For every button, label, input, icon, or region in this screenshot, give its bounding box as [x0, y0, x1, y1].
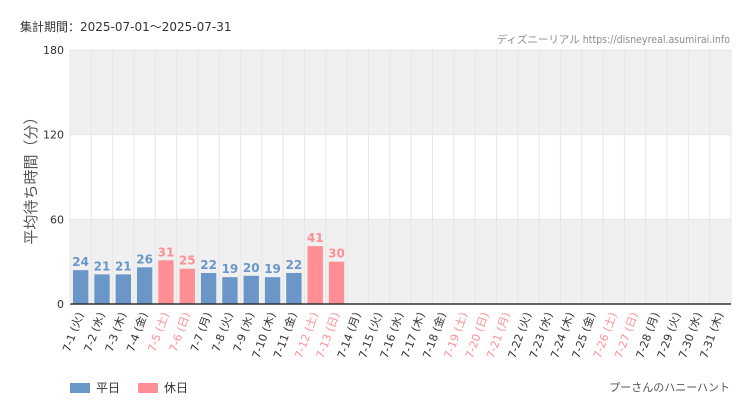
bar [179, 268, 195, 304]
bar [307, 246, 323, 304]
bar-value-label: 19 [264, 262, 281, 276]
y-tick-label: 180 [43, 44, 64, 57]
legend-swatch-holiday [138, 382, 159, 393]
band-0 [70, 50, 731, 135]
bar-value-label: 25 [179, 254, 196, 268]
bar [222, 277, 238, 304]
legend: 平日 休日 [70, 379, 188, 396]
legend-label-holiday: 休日 [164, 381, 189, 395]
bar-value-label: 19 [222, 262, 239, 276]
legend-item-weekday[interactable]: 平日 [70, 379, 120, 396]
bar [115, 274, 131, 304]
bar [243, 275, 259, 304]
source-label: ディズニーリアル https://disneyreal.asumirai.inf… [496, 34, 730, 46]
period-label: 集計期間：2025-07-01～2025-07-31 [20, 20, 232, 34]
bar-value-label: 31 [158, 245, 175, 259]
bar [136, 267, 153, 304]
bar [94, 274, 110, 304]
bar-value-label: 24 [72, 255, 89, 269]
bar [286, 272, 302, 304]
bar-value-label: 26 [136, 252, 153, 266]
bar [328, 261, 345, 304]
bar [200, 272, 217, 304]
bar-value-label: 41 [307, 231, 324, 245]
legend-swatch-weekday [70, 382, 90, 393]
bar-value-label: 22 [200, 258, 217, 272]
attraction-name: プーさんのハニーハント [609, 381, 730, 394]
bar [264, 277, 281, 304]
y-tick-label: 0 [57, 298, 64, 311]
y-tick-label: 60 [50, 213, 64, 226]
bar-value-label: 21 [115, 259, 132, 273]
legend-label-weekday: 平日 [96, 381, 121, 395]
bar [72, 270, 89, 304]
bar-value-label: 30 [328, 247, 345, 261]
bar-value-label: 20 [243, 261, 260, 275]
bar-value-label: 22 [286, 258, 303, 272]
y-tick-label: 120 [43, 129, 64, 142]
legend-item-holiday[interactable]: 休日 [138, 379, 188, 396]
bar [158, 260, 174, 304]
bar-value-label: 21 [94, 259, 111, 273]
y-axis-label: 平均待ち時間（分） [22, 109, 40, 244]
